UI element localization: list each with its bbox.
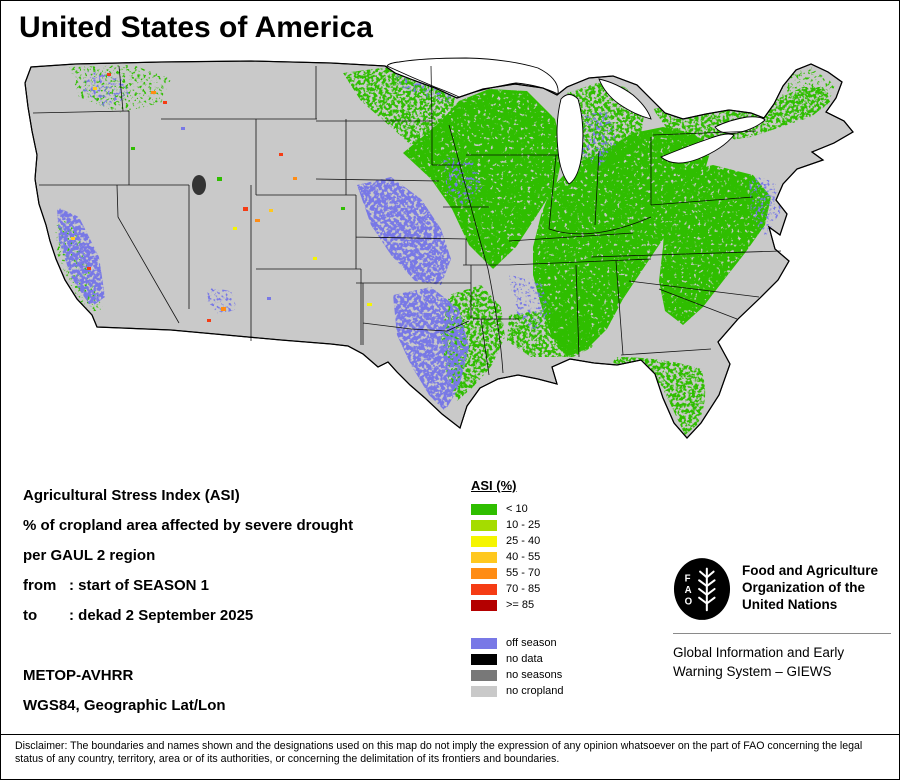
great-lakes bbox=[386, 57, 766, 185]
legend-label: 10 - 25 bbox=[506, 519, 541, 531]
map-legend: ASI (%) < 10 10 - 25 25 - 40 40 - 55 55 - 70… bbox=[471, 478, 564, 699]
us-coastline bbox=[24, 60, 854, 439]
legend-row: 40 - 55 bbox=[471, 549, 564, 565]
asi-subtitle-2: per GAUL 2 region bbox=[23, 547, 156, 564]
page-title: United States of America bbox=[19, 11, 373, 44]
legend-row: no cropland bbox=[471, 683, 564, 699]
legend-row: >= 85 bbox=[471, 597, 564, 613]
legend-label: >= 85 bbox=[506, 599, 535, 611]
asi-specks bbox=[71, 73, 372, 322]
fao-org-name: Food and Agriculture Organization of the… bbox=[742, 563, 878, 612]
legend-row: 10 - 25 bbox=[471, 517, 564, 533]
from-label: from bbox=[23, 577, 57, 594]
legend-row: < 10 bbox=[471, 501, 564, 517]
legend-label: no seasons bbox=[506, 669, 563, 681]
legend-label: off season bbox=[506, 637, 557, 649]
lake-erie-icon bbox=[660, 133, 735, 164]
legend-title: ASI (%) bbox=[471, 478, 517, 493]
state-boundaries bbox=[32, 65, 782, 376]
legend-label: 55 - 70 bbox=[506, 567, 541, 579]
legend-row: no data bbox=[471, 651, 564, 667]
legend-swatch bbox=[471, 637, 497, 649]
legend-label: no data bbox=[506, 653, 543, 665]
usa-map-svg bbox=[24, 57, 854, 439]
giews-label: Global Information and Early Warning Sys… bbox=[673, 645, 845, 679]
lake-ontario-icon bbox=[714, 116, 766, 134]
asi-subtitle-1: % of cropland area affected by severe dr… bbox=[23, 517, 354, 534]
legend-swatch bbox=[471, 503, 497, 515]
great-salt-lake bbox=[192, 175, 206, 195]
legend-swatch bbox=[471, 519, 497, 531]
fao-logo: F A O bbox=[673, 557, 731, 621]
fao-logo-icon: F A O bbox=[673, 558, 731, 620]
legend-row: no seasons bbox=[471, 667, 564, 683]
legend-swatch bbox=[471, 535, 497, 547]
lake-michigan-icon bbox=[556, 94, 584, 185]
fao-block: F A O Food and Agriculture Organization … bbox=[673, 557, 891, 681]
legend-swatch bbox=[471, 685, 497, 697]
legend-swatch bbox=[471, 567, 497, 579]
sensor-name: METOP-AVHRR bbox=[23, 667, 134, 684]
legend-row: 70 - 85 bbox=[471, 581, 564, 597]
from-value: : start of SEASON 1 bbox=[69, 577, 210, 594]
svg-text:O: O bbox=[685, 596, 693, 607]
svg-text:F: F bbox=[685, 573, 691, 584]
period-to: to : dekad 2 September 2025 bbox=[23, 601, 463, 631]
asi-offseason-sparse bbox=[83, 69, 781, 333]
lake-huron-icon bbox=[598, 78, 652, 120]
disclaimer-text: Disclaimer: The boundaries and names sho… bbox=[1, 734, 899, 766]
usa-map bbox=[11, 57, 891, 467]
to-label: to bbox=[23, 607, 38, 624]
asi-raster-overlay bbox=[55, 65, 835, 435]
to-value: : dekad 2 September 2025 bbox=[69, 607, 254, 624]
asi-offseason-medium bbox=[57, 177, 469, 411]
period-from: from : start of SEASON 1 bbox=[23, 571, 463, 601]
legend-swatch bbox=[471, 599, 497, 611]
legend-classes: < 10 10 - 25 25 - 40 40 - 55 55 - 70 70 - 85 >… bbox=[471, 501, 564, 613]
legend-swatch bbox=[471, 653, 497, 665]
svg-text:A: A bbox=[685, 585, 692, 596]
legend-label: 70 - 85 bbox=[506, 583, 541, 595]
legend-row: 55 - 70 bbox=[471, 565, 564, 581]
legend-label: 25 - 40 bbox=[506, 535, 541, 547]
legend-label: < 10 bbox=[506, 503, 528, 515]
legend-swatch bbox=[471, 669, 497, 681]
legend-extra: off season no data no seasons no cropland bbox=[471, 635, 564, 699]
fao-divider bbox=[673, 633, 891, 634]
legend-label: no cropland bbox=[506, 685, 564, 697]
asi-heading: Agricultural Stress Index (ASI) bbox=[23, 487, 240, 504]
legend-swatch bbox=[471, 551, 497, 563]
legend-row: off season bbox=[471, 635, 564, 651]
projection-name: WGS84, Geographic Lat/Lon bbox=[23, 697, 226, 714]
legend-label: 40 - 55 bbox=[506, 551, 541, 563]
legend-row: 25 - 40 bbox=[471, 533, 564, 549]
legend-swatch bbox=[471, 583, 497, 595]
map-info-block: Agricultural Stress Index (ASI) % of cro… bbox=[23, 481, 463, 721]
